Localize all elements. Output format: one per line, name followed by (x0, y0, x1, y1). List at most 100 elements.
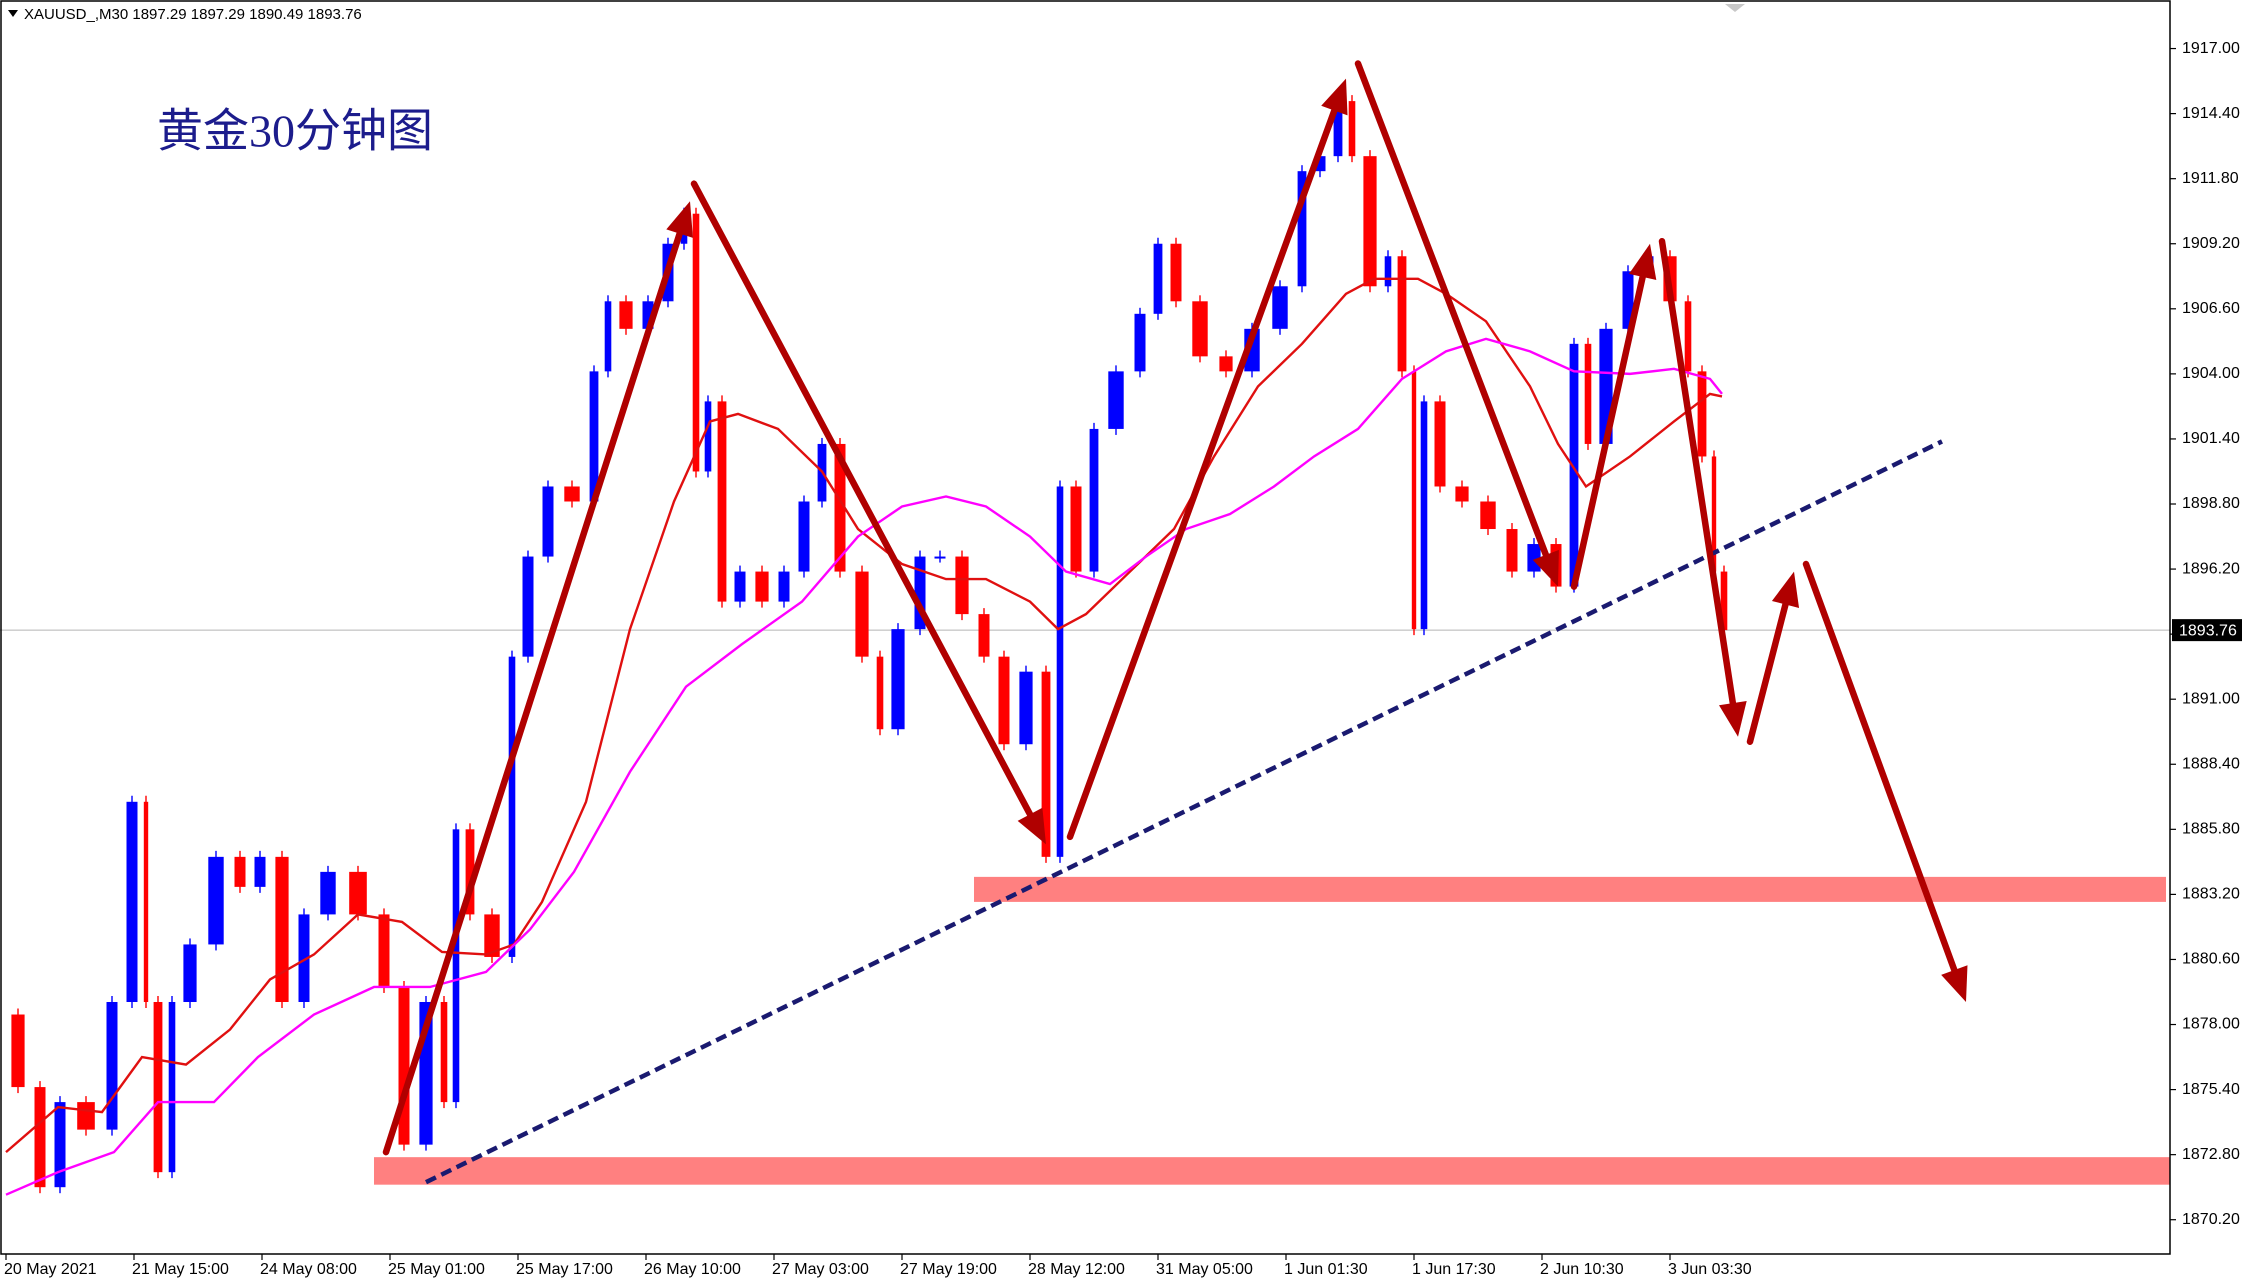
moving-average (5, 337, 1723, 1196)
candle (1506, 529, 1518, 572)
candle (1108, 371, 1124, 429)
arrow-head (1628, 243, 1657, 280)
candle (1420, 401, 1428, 630)
candle (955, 556, 969, 615)
candle (855, 571, 869, 657)
candle (1434, 401, 1446, 487)
arrow-shaft (690, 180, 1034, 818)
candle (934, 556, 946, 559)
candle (1348, 101, 1356, 157)
candle (153, 1001, 163, 1173)
candle (440, 1001, 448, 1103)
annotation: 黄金30分钟图 (157, 106, 433, 157)
candle (1684, 301, 1692, 372)
candle (914, 556, 926, 630)
y-tick-label: 1898.80 (2182, 495, 2240, 512)
x-tick-label: 28 May 12:00 (1028, 1261, 1125, 1278)
candle (11, 1014, 25, 1088)
arrow-head (1321, 78, 1348, 116)
candle (604, 301, 612, 372)
candle (778, 571, 790, 602)
candle (734, 571, 746, 602)
plot-frame (0, 0, 2171, 1255)
candle (978, 614, 990, 657)
candle (1192, 301, 1208, 357)
arrow-head (1941, 965, 1968, 1002)
candle (1527, 544, 1541, 572)
title-marker (8, 10, 18, 17)
candle (378, 914, 390, 987)
candle (452, 829, 460, 1103)
y-tick-label: 1875.40 (2182, 1081, 2240, 1098)
candle (1153, 243, 1163, 314)
trendline (425, 439, 1943, 1185)
candle (1711, 456, 1717, 572)
x-tick-label: 1 Jun 17:30 (1412, 1261, 1496, 1278)
candle (298, 914, 310, 1002)
candle (998, 656, 1010, 745)
arrow-head (666, 201, 693, 238)
x-tick-label: 1 Jun 01:30 (1284, 1261, 1368, 1278)
moving-average (5, 277, 1723, 1154)
candle (1134, 313, 1146, 372)
candle (1622, 271, 1634, 329)
current-price-label: 1893.76 (2179, 622, 2237, 639)
candle (208, 856, 224, 945)
candle (642, 301, 654, 329)
candle (522, 556, 534, 657)
candle (34, 1087, 46, 1188)
y-tick-label: 1909.20 (2182, 235, 2240, 252)
candle (876, 656, 884, 730)
candle (1584, 343, 1592, 444)
plot (0, 60, 2170, 1196)
candle (77, 1102, 95, 1130)
candle (1219, 356, 1233, 372)
candle (564, 486, 580, 502)
candle (619, 301, 633, 329)
candle (1170, 243, 1182, 302)
candle (891, 629, 905, 730)
candle (692, 213, 700, 472)
candle (704, 401, 712, 472)
candle (1070, 486, 1082, 572)
candle (275, 856, 289, 1002)
candle (234, 856, 246, 887)
arrow-head (1017, 807, 1046, 845)
candle (508, 656, 516, 957)
candle (1272, 286, 1288, 329)
arrow-shaft (1658, 237, 1737, 707)
candle (1569, 343, 1579, 587)
candle (168, 1001, 176, 1173)
candle (1397, 256, 1407, 372)
y-tick-label: 1911.80 (2182, 170, 2239, 187)
candle (465, 829, 475, 915)
candle (1089, 428, 1099, 572)
candle (834, 443, 846, 572)
candle (54, 1102, 66, 1188)
y-tick-label: 1885.80 (2182, 821, 2240, 838)
candle (126, 801, 138, 1002)
x-tick-label: 25 May 01:00 (388, 1261, 485, 1278)
candle (1480, 501, 1496, 530)
candle (717, 401, 727, 602)
candle (1384, 256, 1392, 287)
candle (1056, 486, 1064, 857)
x-tick-label: 3 Jun 03:30 (1668, 1261, 1752, 1278)
candle (398, 986, 410, 1145)
y-tick-label: 1901.40 (2182, 430, 2240, 447)
candle (349, 871, 367, 915)
x-tick-label: 24 May 08:00 (260, 1261, 357, 1278)
y-tick-label: 1883.20 (2182, 886, 2240, 903)
candle (484, 914, 500, 957)
candle (1041, 671, 1051, 857)
candle (1697, 371, 1707, 457)
current-price-box (2172, 619, 2242, 642)
arrow-shaft (1570, 273, 1646, 590)
x-tick-label: 20 May 2021 (4, 1261, 97, 1278)
candle (1363, 156, 1377, 287)
candle (1314, 156, 1326, 172)
candle (542, 486, 554, 557)
x-tick-label: 27 May 03:00 (772, 1261, 869, 1278)
